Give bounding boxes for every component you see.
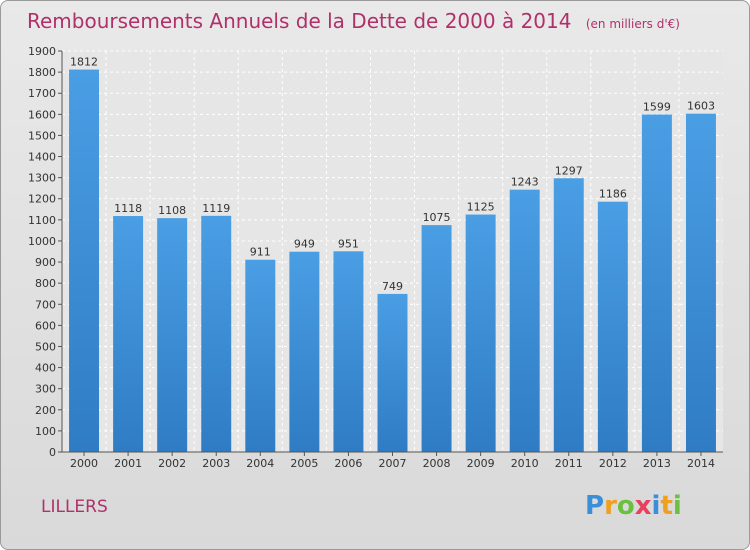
y-tick-label: 200 <box>35 404 56 417</box>
proxiti-logo: Proxiti <box>585 491 682 521</box>
city-name: LILLERS <box>41 497 108 517</box>
y-tick-label: 1200 <box>28 193 56 206</box>
logo-letter: x <box>634 491 652 521</box>
bar <box>553 178 584 452</box>
x-tick-label: 2012 <box>599 457 627 470</box>
data-label: 1603 <box>687 100 715 113</box>
y-tick-label: 900 <box>35 256 56 269</box>
x-tick-label: 2008 <box>423 457 451 470</box>
data-label: 1599 <box>643 101 671 114</box>
y-tick-label: 0 <box>49 446 56 459</box>
data-label: 1118 <box>114 202 142 215</box>
x-tick-label: 2006 <box>334 457 362 470</box>
x-tick-label: 2010 <box>511 457 539 470</box>
bar <box>509 189 540 453</box>
y-tick-label: 600 <box>35 319 56 332</box>
data-label: 1108 <box>158 204 186 217</box>
bar <box>69 69 100 452</box>
data-label: 1125 <box>467 201 495 214</box>
data-label: 1186 <box>599 188 627 201</box>
y-tick-label: 1800 <box>28 66 56 79</box>
y-tick-label: 1400 <box>28 151 56 164</box>
bar <box>113 216 144 452</box>
data-label: 949 <box>294 238 315 251</box>
bar <box>201 215 232 452</box>
data-label: 749 <box>382 280 403 293</box>
logo-letter: r <box>604 491 617 521</box>
y-tick-label: 700 <box>35 298 56 311</box>
y-tick-label: 100 <box>35 425 56 438</box>
title-text: Remboursements Annuels de la Dette de 20… <box>27 9 572 33</box>
chart-title: Remboursements Annuels de la Dette de 20… <box>27 9 680 33</box>
data-label: 1075 <box>423 211 451 224</box>
bar <box>377 293 408 452</box>
x-tick-label: 2005 <box>290 457 318 470</box>
y-tick-label: 1000 <box>28 235 56 248</box>
y-tick-label: 1900 <box>28 45 56 58</box>
x-tick-label: 2003 <box>202 457 230 470</box>
x-tick-label: 2000 <box>70 457 98 470</box>
x-tick-label: 2009 <box>467 457 495 470</box>
logo-letter: i <box>651 491 661 521</box>
x-tick-label: 2014 <box>687 457 715 470</box>
y-tick-label: 500 <box>35 340 56 353</box>
bar <box>289 251 320 452</box>
data-label: 1812 <box>70 56 98 69</box>
y-tick-label: 300 <box>35 383 56 396</box>
logo-letter: i <box>672 491 682 521</box>
data-label: 1243 <box>511 176 539 189</box>
x-tick-label: 2002 <box>158 457 186 470</box>
y-tick-label: 400 <box>35 362 56 375</box>
bar <box>421 225 452 452</box>
x-tick-label: 2011 <box>555 457 583 470</box>
unit-label: (en milliers d'€) <box>585 17 680 31</box>
bar <box>685 113 716 453</box>
y-tick-label: 1300 <box>28 172 56 185</box>
x-tick-label: 2013 <box>643 457 671 470</box>
x-tick-label: 2004 <box>246 457 274 470</box>
y-tick-label: 1100 <box>28 214 56 227</box>
bar <box>597 201 628 452</box>
data-label: 911 <box>250 246 271 259</box>
y-tick-label: 800 <box>35 277 56 290</box>
data-label: 951 <box>338 237 359 250</box>
data-label: 1119 <box>202 202 230 215</box>
bar <box>157 218 188 452</box>
bar <box>641 114 672 452</box>
y-tick-label: 1700 <box>28 87 56 100</box>
logo-letter: P <box>585 491 605 521</box>
data-label: 1297 <box>555 164 583 177</box>
bar <box>465 214 496 452</box>
x-tick-label: 2007 <box>379 457 407 470</box>
bar <box>245 259 276 452</box>
bar <box>333 251 364 452</box>
y-tick-label: 1600 <box>28 108 56 121</box>
x-tick-label: 2001 <box>114 457 142 470</box>
y-tick-label: 1500 <box>28 129 56 142</box>
logo-letter: o <box>616 491 635 521</box>
logo-letter: t <box>660 491 673 521</box>
